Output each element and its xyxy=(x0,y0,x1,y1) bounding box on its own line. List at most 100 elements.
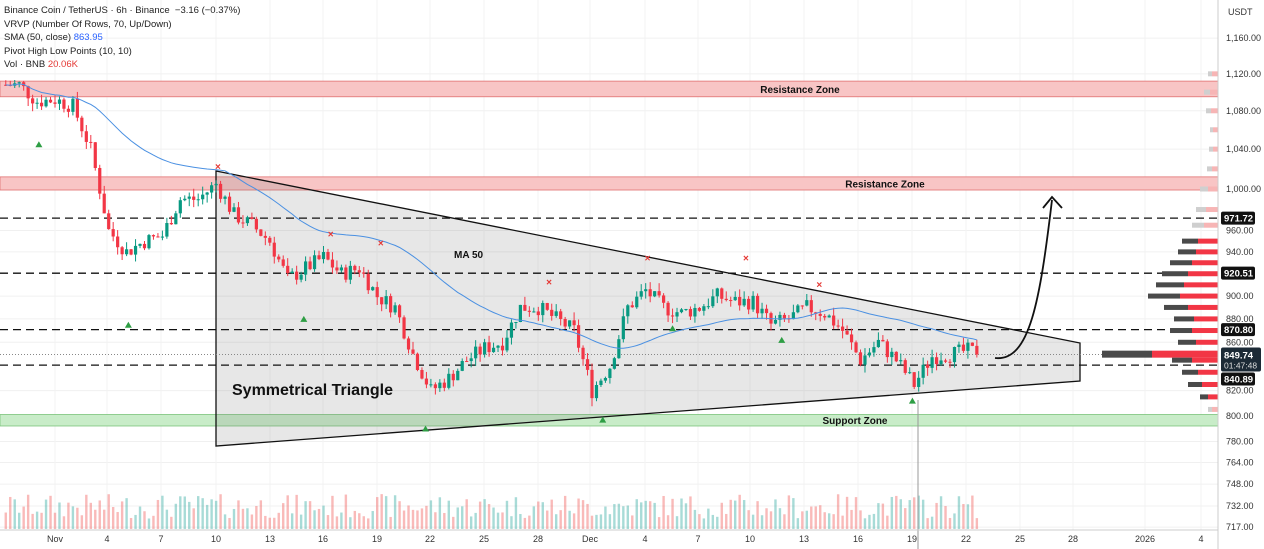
volume-bar xyxy=(282,503,285,529)
volume-bar xyxy=(313,510,316,529)
volume-bar xyxy=(783,514,786,529)
candle-body xyxy=(841,326,845,331)
pivot-high-x-icon: × xyxy=(328,230,334,241)
volume-bar xyxy=(402,510,406,529)
volume-bar xyxy=(734,500,737,529)
candle-body xyxy=(71,98,75,112)
projection-arrow[interactable] xyxy=(994,199,1053,359)
volume-bar xyxy=(246,508,249,529)
candle-body xyxy=(66,108,71,112)
candle-body xyxy=(53,102,57,104)
candle-body xyxy=(286,265,290,274)
level-price-tag xyxy=(1221,323,1255,337)
time-tick-label: 4 xyxy=(104,534,109,544)
time-axis[interactable]: Nov 4 7 10 13 16 19 22 25 28 Dec 4 7 10 13 16 19 22 25 28 20… xyxy=(0,529,1218,544)
volume-bar xyxy=(161,495,164,529)
volume-bar xyxy=(577,498,580,529)
profile-row-up xyxy=(1164,304,1188,310)
volume-bar xyxy=(407,505,410,529)
profile-row-down xyxy=(1213,146,1218,152)
volume-bar xyxy=(747,510,750,529)
candle-body xyxy=(729,300,733,302)
candle-body xyxy=(670,315,675,317)
volume-bar xyxy=(684,503,688,529)
candle-body xyxy=(456,370,460,381)
legend-symbol[interactable]: Binance Coin / TetherUS · 6h · Binance −… xyxy=(4,4,240,18)
resistance-zone-label: Resistance Zone xyxy=(760,85,840,96)
volume-bar xyxy=(76,507,79,529)
legend-vrvp[interactable]: VRVP (Number Of Rows, 70, Up/Down) xyxy=(4,18,172,30)
volume-bar xyxy=(657,517,661,529)
candle-body xyxy=(344,267,348,280)
profile-row-up xyxy=(1192,222,1204,228)
price-tick-label: 780.00 xyxy=(1226,436,1254,446)
volume-bar xyxy=(604,506,607,529)
volume-bar xyxy=(599,514,603,529)
volume-bar xyxy=(371,511,374,529)
profile-row-up xyxy=(1196,207,1206,213)
volume-bar xyxy=(380,494,383,529)
volume-bar xyxy=(528,515,531,529)
candle-body xyxy=(738,296,742,306)
symmetrical-triangle-shape[interactable] xyxy=(215,170,1081,447)
candle-body xyxy=(550,309,554,316)
legend-volume[interactable]: Vol · BNB 20.06K xyxy=(4,58,240,72)
volume-bar xyxy=(58,502,61,529)
sma-value: 863.95 xyxy=(73,32,103,44)
profile-row-down xyxy=(1184,282,1218,288)
volume-bar xyxy=(425,505,428,529)
volume-bar xyxy=(492,507,495,529)
candle-body xyxy=(644,289,648,292)
candle-body xyxy=(35,102,39,104)
volume-bar xyxy=(568,510,571,529)
volume-bar xyxy=(640,502,643,529)
candle-body xyxy=(532,311,536,313)
price-change: −3.16 (−0.37%) xyxy=(174,5,241,16)
volume-bar xyxy=(214,500,218,529)
volume-bar xyxy=(532,506,536,529)
pivot-low-triangle-icon xyxy=(778,336,786,343)
candle-body xyxy=(706,306,710,308)
profile-row-down xyxy=(1192,328,1218,334)
pivot-markers: × × × × × × × xyxy=(35,141,916,432)
legend-pivots[interactable]: Pivot High Low Points (10, 10) xyxy=(4,45,132,57)
candle-body xyxy=(805,300,809,306)
volume-bar xyxy=(273,517,276,529)
volume-bar xyxy=(411,509,415,529)
volume-bar xyxy=(210,499,213,529)
candle-body xyxy=(411,349,415,354)
candle-body xyxy=(474,346,478,359)
candle-body xyxy=(755,295,760,314)
candle-body xyxy=(867,352,872,356)
candle-body xyxy=(500,345,505,351)
volume-bar xyxy=(474,512,477,529)
volume-bar xyxy=(863,518,867,529)
volume-bar xyxy=(125,498,128,529)
candle-body xyxy=(800,305,804,307)
volume-bar xyxy=(349,517,352,529)
volume-bar xyxy=(156,499,160,529)
candle-body xyxy=(48,99,53,103)
candle-body xyxy=(773,319,778,324)
volume-bar xyxy=(219,494,222,529)
profile-row-down xyxy=(1198,369,1218,375)
legend-sma[interactable]: SMA (50, close) 863.95 xyxy=(4,31,240,45)
volume-bar xyxy=(197,496,200,529)
candle-body xyxy=(371,287,375,291)
volume-bar xyxy=(720,502,723,529)
volume-bar xyxy=(707,508,710,529)
candle-body xyxy=(308,261,312,270)
volume-bar xyxy=(523,517,527,529)
candle-body xyxy=(836,325,840,327)
time-tick-label: 28 xyxy=(533,534,543,544)
volume-profile xyxy=(1102,71,1218,412)
volume-bar xyxy=(152,515,155,529)
candle-body xyxy=(44,99,48,107)
volume-bar xyxy=(742,500,746,529)
profile-row-up xyxy=(1172,357,1192,363)
pivot-high-x-icon: × xyxy=(816,280,822,291)
price-axis[interactable]: USDT 1,160.00 1,120.00 1,080.00 1,040.00 1,0… xyxy=(1217,0,1261,549)
volume-bar xyxy=(94,509,97,529)
horizontal-levels[interactable] xyxy=(0,217,1218,366)
